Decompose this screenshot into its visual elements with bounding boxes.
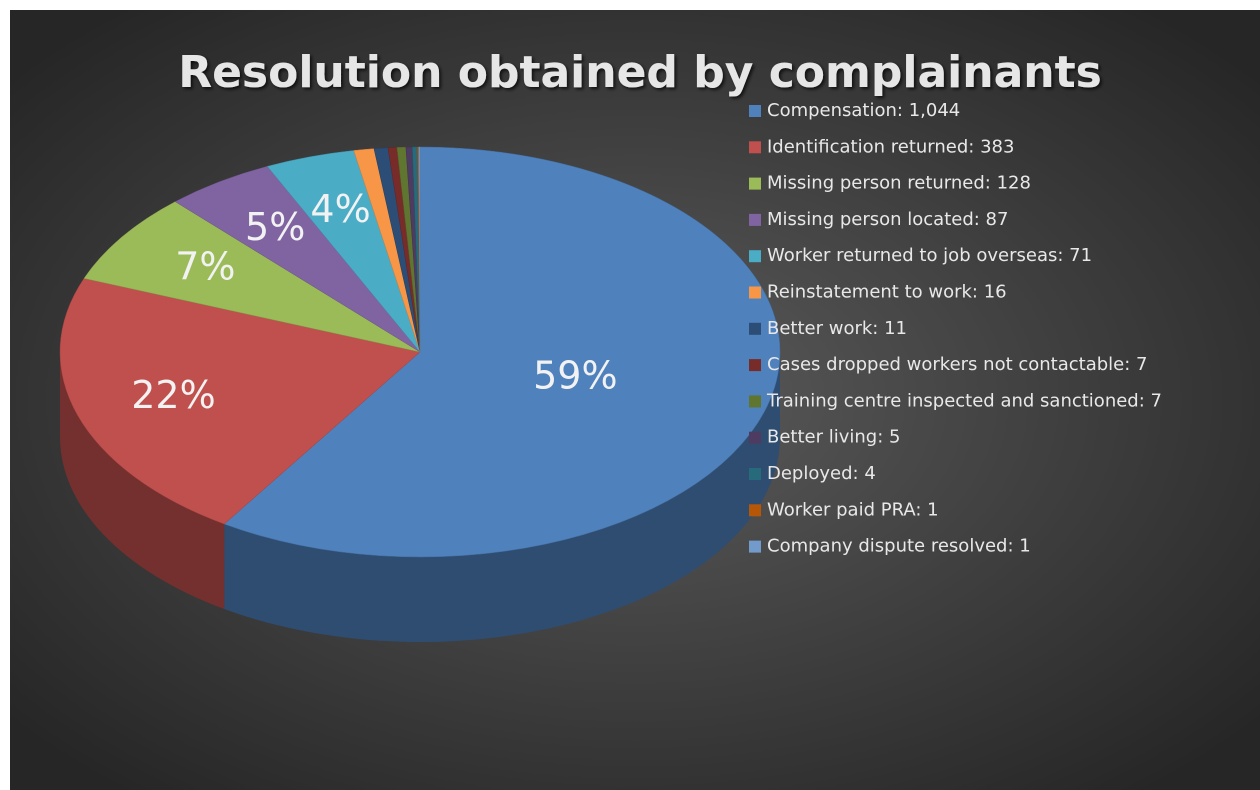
legend-swatch <box>749 504 761 517</box>
legend-label: Reinstatement to work: 16 <box>767 282 1007 303</box>
data-label: 59% <box>533 354 617 398</box>
legend-swatch <box>749 141 761 154</box>
data-label: 7% <box>175 245 235 289</box>
legend-swatch <box>749 213 761 226</box>
slice-side <box>60 352 225 610</box>
legend-label: Worker returned to job overseas: 71 <box>767 245 1092 266</box>
legend-swatch <box>749 286 761 299</box>
chart-title: Resolution obtained by complainants <box>178 47 1102 98</box>
legend-label: Worker paid PRA: 1 <box>767 499 939 520</box>
legend-swatch <box>749 359 761 372</box>
legend-label: Missing person located: 87 <box>767 209 1008 230</box>
data-label: 4% <box>310 187 370 231</box>
legend-label: Better work: 11 <box>767 318 907 339</box>
legend-label: Training centre inspected and sanctioned… <box>766 390 1162 411</box>
slice-side <box>224 352 780 642</box>
legend-swatch <box>749 395 761 408</box>
legend-swatch <box>749 250 761 263</box>
data-label: 22% <box>131 373 215 417</box>
legend-label: Compensation: 1,044 <box>767 100 960 121</box>
legend-swatch <box>749 177 761 190</box>
legend-label: Missing person returned: 128 <box>767 173 1031 194</box>
slice <box>418 146 421 353</box>
legend-label: Better living: 5 <box>767 427 900 448</box>
legend-swatch <box>749 468 761 480</box>
legend-label: Cases dropped workers not contactable: 7 <box>767 354 1148 375</box>
legend-label: Company dispute resolved: 1 <box>767 536 1031 557</box>
legend-label: Deployed: 4 <box>767 463 876 484</box>
legend-label: Identification returned: 383 <box>767 136 1014 157</box>
legend-swatch <box>749 105 761 117</box>
legend-swatch <box>749 322 761 335</box>
slice <box>83 201 421 353</box>
slice <box>59 278 421 525</box>
legend-swatch <box>749 431 761 444</box>
data-label: 5% <box>245 205 305 249</box>
slice <box>223 146 781 558</box>
legend-swatch <box>749 540 761 553</box>
